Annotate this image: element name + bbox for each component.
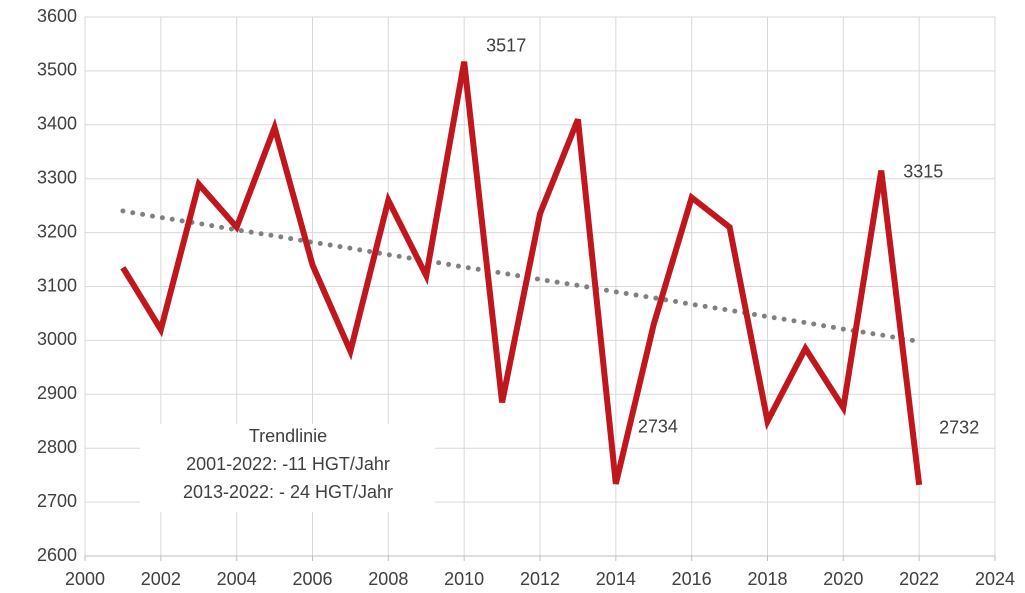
x-tick-label: 2006 — [292, 569, 332, 589]
line-series — [120, 208, 922, 344]
x-tick-label: 2014 — [596, 569, 636, 589]
x-tick-label: 2004 — [217, 569, 257, 589]
data-label: 3517 — [486, 35, 526, 55]
y-tick-label: 3100 — [37, 275, 77, 295]
data-label: 3315 — [903, 161, 943, 181]
annotation-box — [140, 424, 435, 512]
annotation: Trendlinie — [249, 426, 327, 446]
x-tick-label: 2024 — [975, 569, 1015, 589]
x-tick-label: 2018 — [747, 569, 787, 589]
x-tick-label: 2002 — [141, 569, 181, 589]
x-tick-label: 2008 — [368, 569, 408, 589]
annotation: 2001-2022: -11 HGT/Jahr — [186, 454, 390, 474]
x-tick-label: 2000 — [65, 569, 105, 589]
y-tick-label: 2800 — [37, 437, 77, 457]
x-tick-label: 2012 — [520, 569, 560, 589]
y-tick-label: 3500 — [37, 60, 77, 80]
annotation: 2013-2022: - 24 HGT/Jahr — [183, 482, 393, 502]
x-tick-label: 2010 — [444, 569, 484, 589]
y-tick-label: 3000 — [37, 329, 77, 349]
data-label: 2732 — [939, 418, 979, 438]
line-series — [120, 61, 923, 486]
y-tick-label: 2700 — [37, 491, 77, 511]
y-tick-label: 3600 — [37, 6, 77, 26]
y-tick-label: 2600 — [37, 545, 77, 565]
x-tick-label: 2020 — [823, 569, 863, 589]
x-tick-label: 2022 — [899, 569, 939, 589]
y-tick-label: 3200 — [37, 221, 77, 241]
y-tick-label: 3400 — [37, 114, 77, 134]
x-tick-label: 2016 — [672, 569, 712, 589]
data-label: 2734 — [638, 417, 678, 437]
y-tick-label: 2900 — [37, 383, 77, 403]
y-tick-label: 3300 — [37, 167, 77, 187]
